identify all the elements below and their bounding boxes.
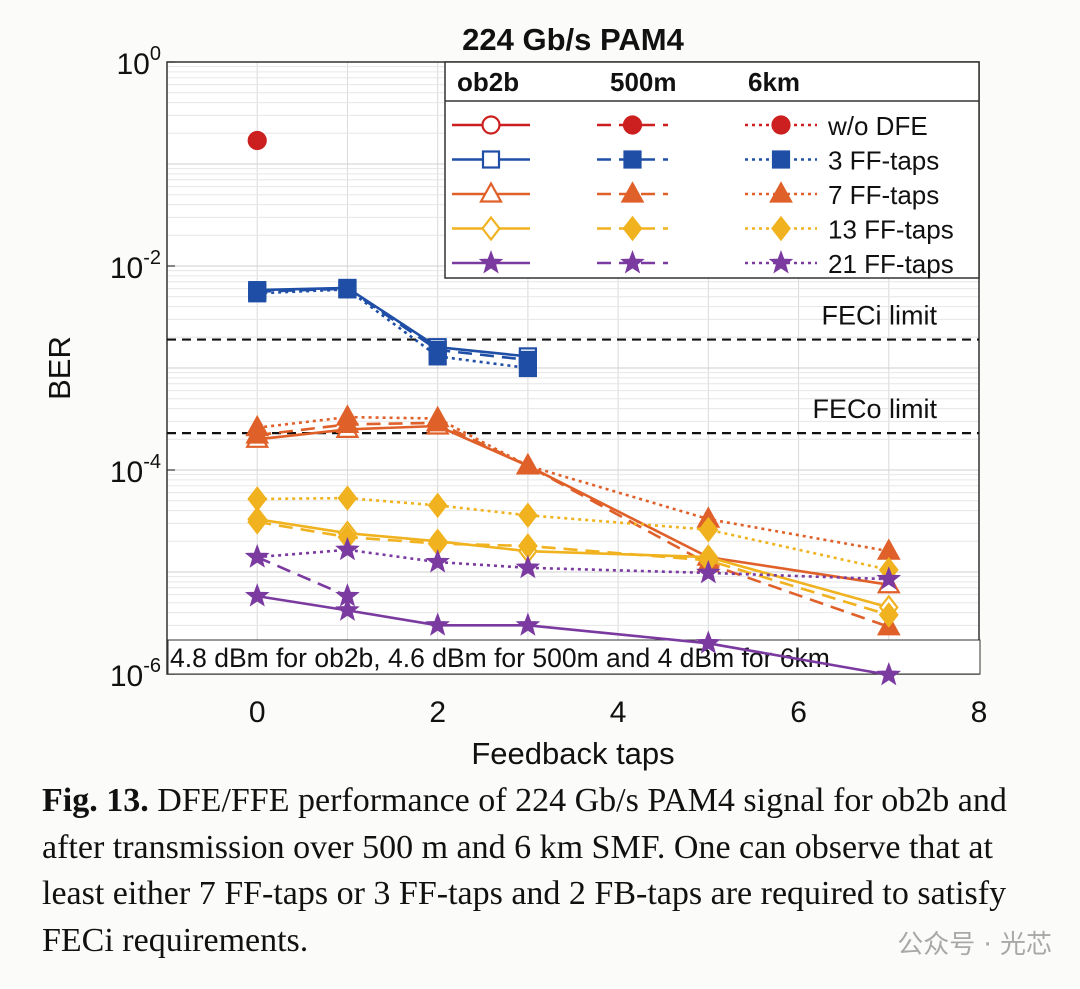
series-line bbox=[257, 421, 890, 629]
legend-entry-label: 7 FF-taps bbox=[828, 180, 939, 210]
series-line bbox=[257, 496, 890, 572]
x-tick-label: 2 bbox=[429, 696, 446, 729]
legend-header: 6km bbox=[748, 67, 800, 97]
y-axis-label: BER bbox=[42, 336, 77, 400]
marker-diamond bbox=[247, 486, 268, 512]
marker-diamond bbox=[771, 215, 791, 242]
x-tick-label: 6 bbox=[790, 696, 807, 729]
series-7-ff-taps-6km bbox=[245, 404, 901, 560]
marker-square bbox=[248, 284, 267, 303]
watermark: 公众号 · 光芯 bbox=[897, 930, 1052, 960]
reference-line-label: FECo limit bbox=[812, 394, 937, 424]
marker-star bbox=[515, 612, 541, 636]
series-line bbox=[257, 415, 890, 553]
series-21-ff-taps-ob2b bbox=[244, 583, 902, 686]
series-w-o-dfe-6km bbox=[247, 130, 267, 151]
legend-entry-label: 3 FF-taps bbox=[828, 146, 939, 176]
legend-header: 500m bbox=[610, 67, 677, 97]
series-line bbox=[257, 287, 529, 362]
series-3-ff-taps-6km bbox=[248, 280, 537, 378]
marker-star bbox=[244, 544, 270, 568]
series-line bbox=[256, 555, 348, 598]
marker-diamond bbox=[247, 509, 268, 535]
y-tick-label: 10-2 bbox=[110, 247, 161, 285]
marker-triangle bbox=[425, 405, 450, 428]
marker-diamond bbox=[427, 492, 448, 519]
x-tick-label: 4 bbox=[610, 696, 627, 729]
legend-entry-label: 13 FF-taps bbox=[828, 215, 954, 245]
y-tick-label: 100 bbox=[117, 43, 162, 81]
legend-entry-label: w/o DFE bbox=[827, 111, 928, 141]
marker-square bbox=[481, 150, 501, 169]
reference-line-label: FECi limit bbox=[822, 301, 938, 331]
marker-square bbox=[338, 280, 357, 299]
series-line bbox=[257, 424, 889, 586]
chart-title: 224 Gb/s PAM4 bbox=[462, 22, 684, 57]
marker-star bbox=[696, 559, 721, 584]
marker-star bbox=[620, 250, 645, 274]
marker-diamond bbox=[481, 215, 501, 242]
x-axis-label: Feedback taps bbox=[471, 736, 674, 771]
series-13-ff-taps-500m bbox=[247, 509, 899, 628]
marker-star bbox=[425, 612, 450, 636]
series-line bbox=[257, 548, 889, 581]
marker-star bbox=[335, 536, 360, 561]
legend-entry bbox=[452, 181, 817, 203]
marker-circle bbox=[771, 115, 791, 135]
series-line bbox=[256, 517, 890, 609]
marker-diamond bbox=[878, 602, 899, 628]
x-tick-label: 0 bbox=[249, 696, 266, 729]
marker-diamond bbox=[337, 485, 358, 511]
legend-entry bbox=[452, 150, 817, 169]
marker-star bbox=[335, 597, 360, 621]
legend-entry bbox=[452, 115, 817, 135]
figure-caption-text: DFE/FFE performance of 224 Gb/s PAM4 sig… bbox=[42, 782, 1007, 959]
y-tick-label: 10-6 bbox=[110, 655, 161, 693]
y-tick-label: 10-4 bbox=[110, 451, 161, 489]
marker-diamond bbox=[698, 516, 719, 543]
marker-triangle bbox=[769, 181, 793, 203]
marker-triangle bbox=[335, 404, 360, 426]
series-line bbox=[256, 520, 890, 617]
marker-triangle bbox=[516, 453, 540, 475]
marker-triangle bbox=[620, 181, 645, 203]
legend-entry bbox=[452, 215, 817, 242]
figure-label: Fig. 13. bbox=[42, 782, 149, 819]
marker-square bbox=[623, 150, 642, 169]
marker-star bbox=[425, 549, 450, 573]
marker-star bbox=[876, 661, 902, 686]
ber-vs-feedback-taps-chart: 0 2 4 6 8 100 10-2 10-4 10-6 224 Gb/s PAM4 Feedbac… bbox=[42, 22, 988, 771]
marker-star bbox=[335, 583, 360, 607]
legend-entry bbox=[452, 250, 817, 274]
marker-triangle bbox=[245, 414, 270, 437]
marker-star bbox=[768, 250, 794, 274]
marker-circle bbox=[481, 115, 501, 135]
legend-header: ob2b bbox=[457, 67, 519, 97]
marker-diamond bbox=[517, 502, 538, 529]
legend-box bbox=[444, 61, 980, 279]
marker-star bbox=[515, 554, 541, 579]
marker-triangle bbox=[479, 181, 503, 203]
marker-diamond bbox=[622, 215, 643, 242]
legend-entry-label: 21 FF-taps bbox=[828, 249, 954, 279]
x-tick-label: 8 bbox=[971, 696, 988, 729]
figure-caption: Fig. 13. DFE/FFE performance of 224 Gb/s… bbox=[42, 778, 1052, 964]
annotation-text: 4.8 dBm for ob2b, 4.6 dBm for 500m and 4… bbox=[170, 643, 830, 673]
marker-star bbox=[478, 250, 504, 274]
marker-circle bbox=[622, 115, 643, 135]
marker-star bbox=[244, 583, 270, 607]
marker-square bbox=[518, 358, 537, 378]
series-line bbox=[256, 594, 890, 677]
marker-square bbox=[771, 150, 791, 169]
series-21-ff-taps-6km bbox=[244, 536, 902, 590]
chart-container: 0 2 4 6 8 100 10-2 10-4 10-6 224 Gb/s PAM4 Feedbac… bbox=[42, 22, 988, 771]
marker-circle bbox=[247, 130, 267, 151]
marker-star bbox=[876, 566, 902, 590]
marker-star bbox=[696, 630, 721, 654]
marker-square bbox=[428, 347, 447, 366]
